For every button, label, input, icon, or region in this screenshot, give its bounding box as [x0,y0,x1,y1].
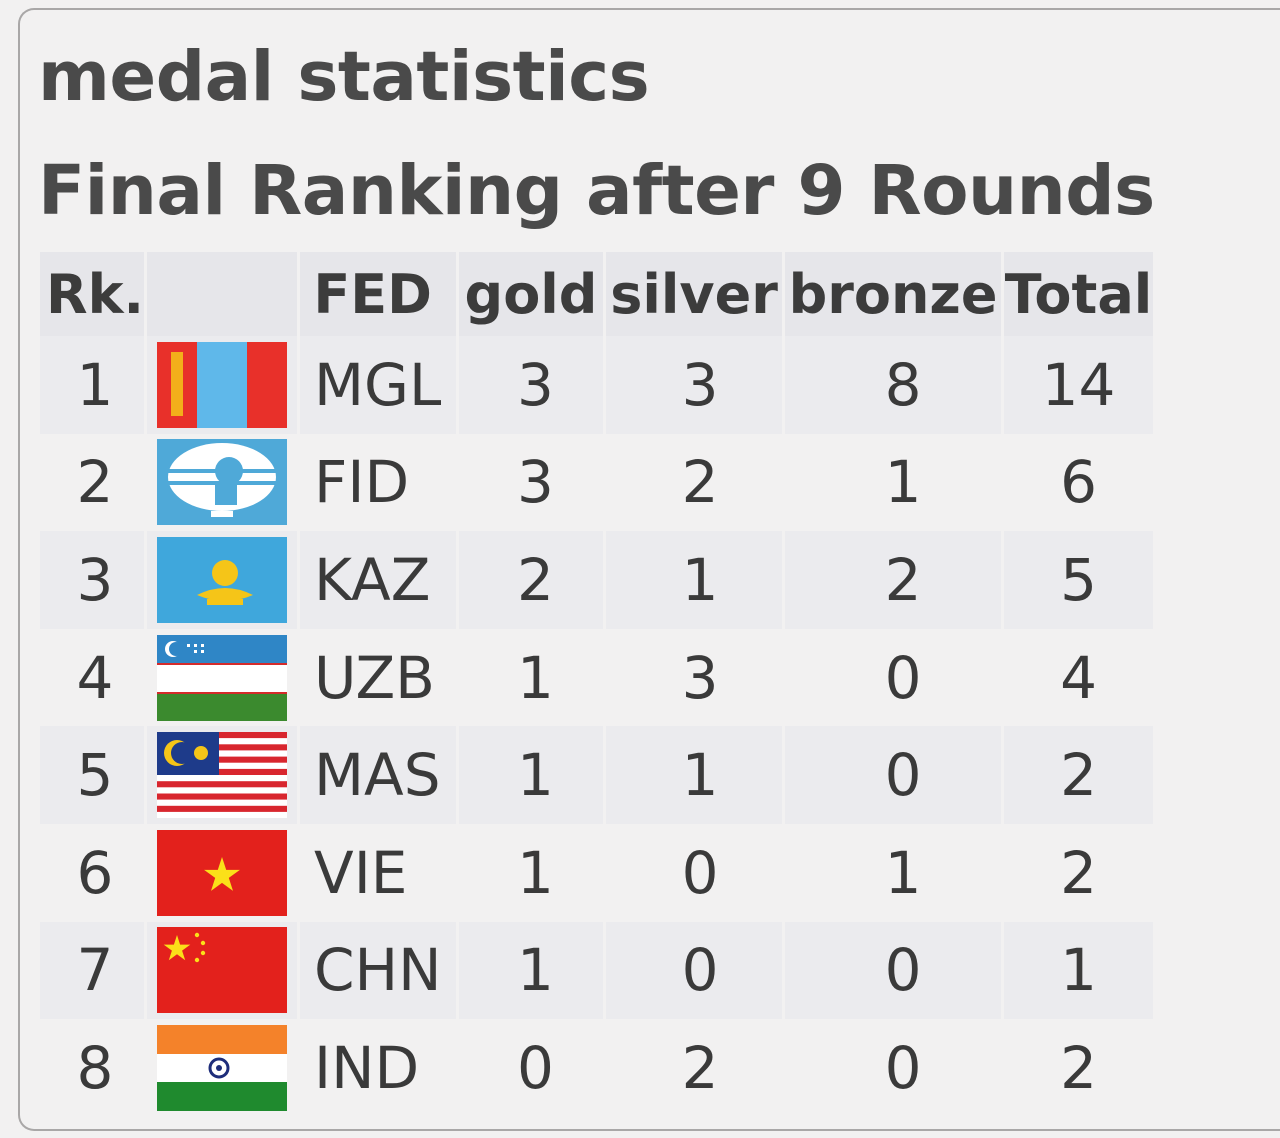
table-row: 8 IND 0 2 0 2 [40,1019,1154,1117]
uzbekistan-flag-icon[interactable] [157,634,288,721]
column-header-bronze[interactable]: bronze [785,252,1002,336]
fed-link[interactable]: VIE [300,823,457,922]
total-cell: 1 [1004,921,1154,1020]
bronze-cell: 8 [785,336,1002,434]
flag-cell [147,1019,298,1117]
gold-cell: 2 [459,531,604,629]
bronze-cell: 1 [785,433,1002,532]
bronze-cell: 0 [785,628,1002,727]
vietnam-flag-icon[interactable] [157,829,288,916]
fed-link[interactable]: CHN [300,921,457,1020]
page-subtitle: Final Ranking after 9 Rounds [38,151,1155,231]
silver-cell: 2 [606,1019,783,1117]
table-row: 7 CHN 1 0 0 1 [40,921,1154,1020]
flag-cell [147,823,298,922]
medal-table: Rk. FED gold silver bronze Total 1 MGL 3… [37,252,1156,1117]
rank-cell: 3 [40,531,145,629]
gold-cell: 3 [459,336,604,434]
silver-cell: 0 [606,921,783,1020]
total-cell: 2 [1004,823,1154,922]
fide-flag-icon[interactable] [157,439,288,526]
flag-cell [147,921,298,1020]
fed-link[interactable]: MAS [300,726,457,824]
table-row: 5 MAS 1 1 0 [40,726,1154,824]
total-cell: 2 [1004,726,1154,824]
flag-cell [147,628,298,727]
total-cell: 14 [1004,336,1154,434]
india-flag-icon[interactable] [157,1024,288,1111]
gold-cell: 1 [459,726,604,824]
total-cell: 2 [1004,1019,1154,1117]
gold-cell: 1 [459,823,604,922]
silver-cell: 3 [606,628,783,727]
flag-cell [147,336,298,434]
column-header-total[interactable]: Total [1004,252,1154,336]
silver-cell: 3 [606,336,783,434]
table-row: 1 MGL 3 3 8 14 [40,336,1154,434]
rank-cell: 2 [40,433,145,532]
fed-link[interactable]: UZB [300,628,457,727]
mongolia-flag-icon[interactable] [157,341,288,428]
fed-link[interactable]: FID [300,433,457,532]
gold-cell: 0 [459,1019,604,1117]
bronze-cell: 0 [785,1019,1002,1117]
rank-cell: 4 [40,628,145,727]
column-header-flag [147,252,298,336]
total-cell: 4 [1004,628,1154,727]
silver-cell: 1 [606,531,783,629]
rank-cell: 6 [40,823,145,922]
gold-cell: 3 [459,433,604,532]
silver-cell: 0 [606,823,783,922]
china-flag-icon[interactable] [157,927,288,1014]
flag-cell [147,531,298,629]
silver-cell: 1 [606,726,783,824]
table-row: 3 KAZ 2 1 2 5 [40,531,1154,629]
total-cell: 6 [1004,433,1154,532]
gold-cell: 1 [459,921,604,1020]
rank-cell: 5 [40,726,145,824]
bronze-cell: 0 [785,921,1002,1020]
table-row: 4 UZB 1 3 0 [40,628,1154,727]
total-cell: 5 [1004,531,1154,629]
kazakhstan-flag-icon[interactable] [157,536,288,623]
bronze-cell: 1 [785,823,1002,922]
gold-cell: 1 [459,628,604,727]
table-row: 6 VIE 1 0 1 2 [40,823,1154,922]
rank-cell: 1 [40,336,145,434]
fed-link[interactable]: MGL [300,336,457,434]
column-header-rank[interactable]: Rk. [40,252,145,336]
column-header-fed[interactable]: FED [300,252,457,336]
fed-link[interactable]: IND [300,1019,457,1117]
flag-cell [147,433,298,532]
table-row: 2 FID 3 2 1 6 [40,433,1154,532]
bronze-cell: 0 [785,726,1002,824]
column-header-gold[interactable]: gold [459,252,604,336]
column-header-silver[interactable]: silver [606,252,783,336]
bronze-cell: 2 [785,531,1002,629]
malaysia-flag-icon[interactable] [157,732,288,819]
fed-link[interactable]: KAZ [300,531,457,629]
silver-cell: 2 [606,433,783,532]
page-title: medal statistics [38,37,650,117]
rank-cell: 8 [40,1019,145,1117]
table-header-row: Rk. FED gold silver bronze Total [40,252,1154,336]
flag-cell [147,726,298,824]
rank-cell: 7 [40,921,145,1020]
